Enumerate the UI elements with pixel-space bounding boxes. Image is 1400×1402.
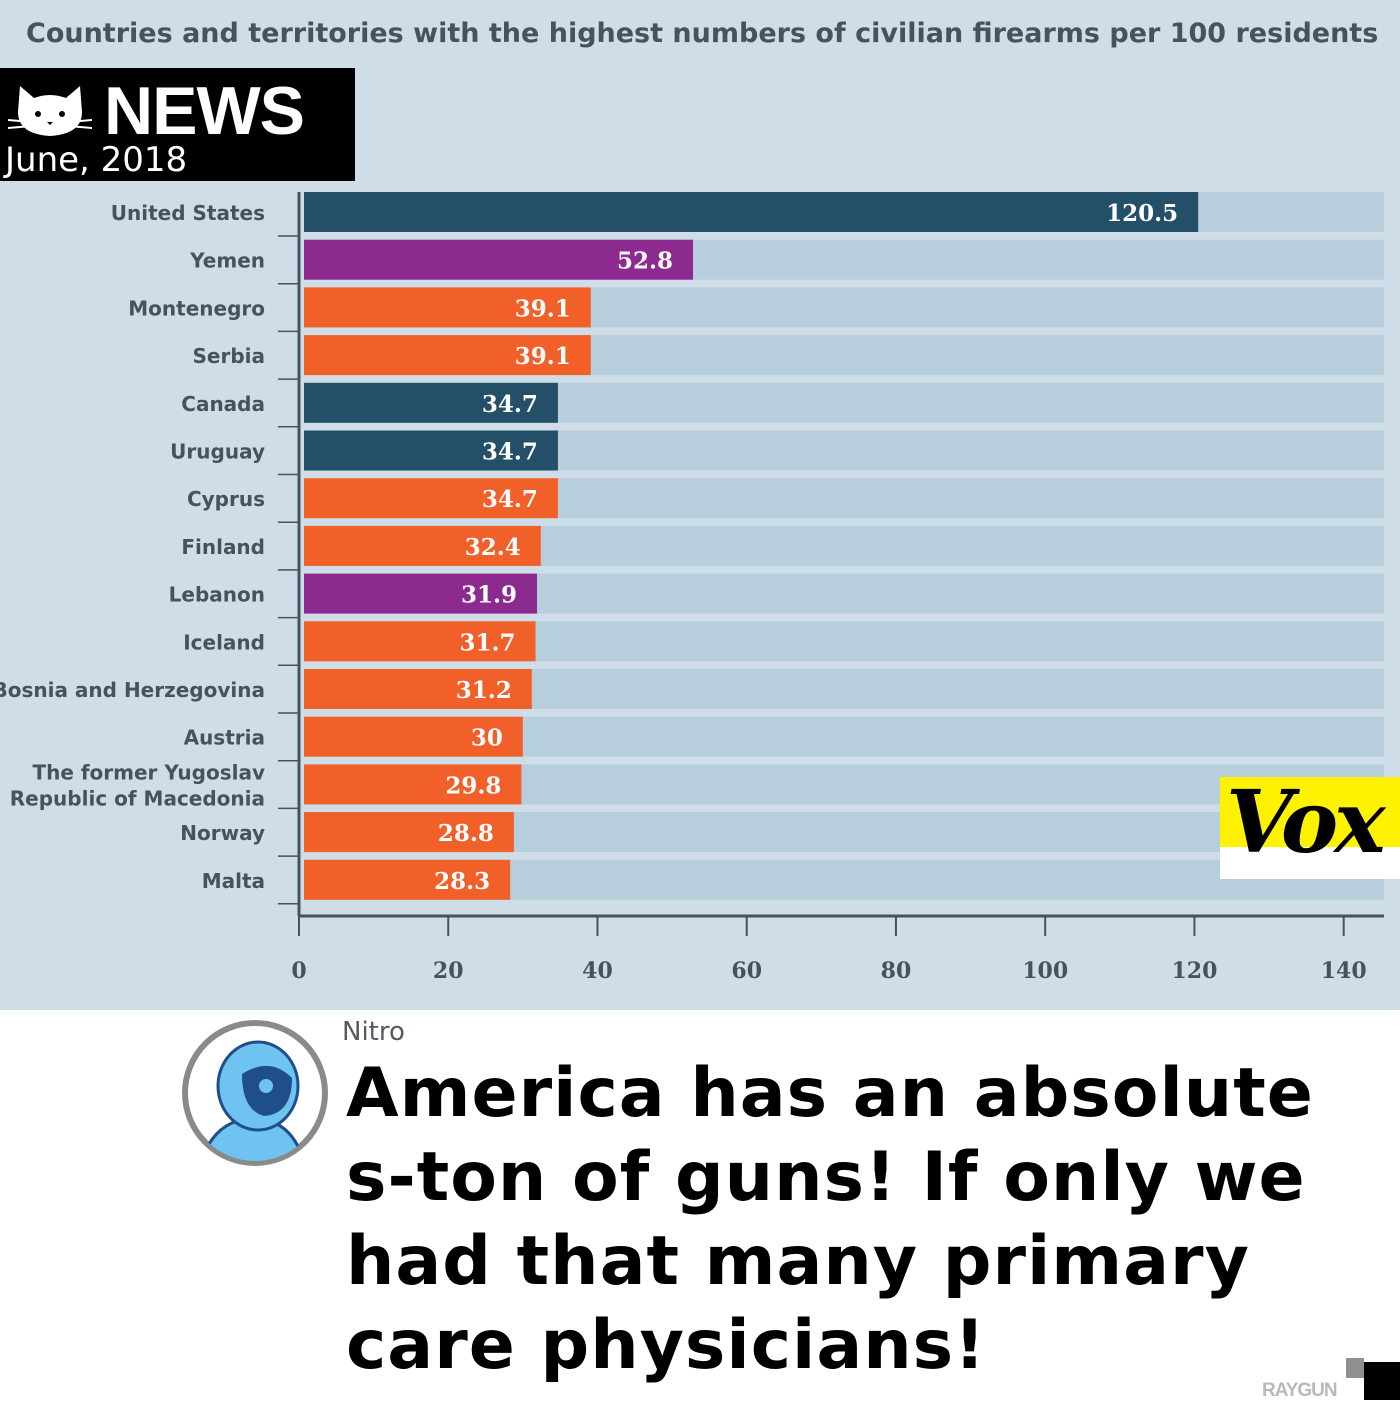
x-tick-label: 120 (1171, 958, 1217, 984)
category-label: Lebanon (169, 583, 265, 607)
bar (304, 478, 558, 519)
bar-value-label: 39.1 (515, 343, 571, 370)
bar-value-label: 120.5 (1106, 200, 1178, 227)
bar-value-label: 28.8 (438, 820, 494, 847)
bar-value-label: 30 (471, 725, 503, 752)
cat-icon (8, 86, 92, 136)
bar-value-label: 52.8 (617, 248, 673, 275)
news-badge: NEWS June, 2018 (0, 68, 355, 181)
bar (304, 382, 558, 423)
bar (304, 859, 511, 900)
x-tick-label: 0 (291, 958, 306, 984)
bar-value-label: 34.7 (482, 439, 538, 466)
bar (304, 239, 693, 280)
x-tick-label: 140 (1321, 958, 1367, 984)
category-label: Malta (202, 869, 265, 893)
bar (304, 764, 522, 805)
x-tick-label: 20 (433, 958, 464, 984)
x-tick-label: 40 (582, 958, 613, 984)
category-label: Austria (184, 726, 265, 750)
x-tick-label: 60 (731, 958, 762, 984)
bar-value-label: 31.9 (461, 582, 517, 609)
bar (304, 192, 1199, 232)
bar-value-label: 29.8 (445, 772, 501, 799)
bar-value-label: 39.1 (515, 295, 571, 322)
post-headline: America has an absolute s-ton of guns! I… (346, 1054, 1314, 1385)
corner-mark-icon (1346, 1358, 1400, 1400)
category-label: Cyprus (187, 487, 265, 511)
x-tick-label: 80 (881, 958, 912, 984)
vox-logo: Vox (1220, 777, 1400, 879)
category-label: United States (111, 201, 265, 225)
category-label: The former Yugoslav (32, 760, 265, 784)
bar (304, 430, 558, 471)
category-label: Uruguay (170, 440, 265, 464)
vox-logo-text: Vox (1226, 777, 1385, 873)
bar (304, 621, 536, 662)
bar (304, 812, 514, 853)
category-label: Finland (181, 535, 265, 559)
category-label: Canada (181, 392, 265, 416)
astronaut-avatar-icon[interactable] (180, 1018, 330, 1168)
news-label: NEWS (104, 73, 305, 149)
bar (304, 573, 538, 614)
category-label: Serbia (193, 344, 266, 368)
bar-chart: 120.5 United States 52.8 Yemen 39.1 Montenegr… (0, 192, 1384, 984)
bar (304, 669, 532, 709)
news-date: June, 2018 (5, 140, 188, 180)
raygun-watermark: RAYGUN (1262, 1380, 1338, 1401)
author-name[interactable]: Nitro (342, 1017, 405, 1047)
bar-value-label: 32.4 (465, 534, 521, 561)
bar (304, 335, 591, 376)
category-label: Yemen (189, 249, 265, 273)
bar (304, 525, 541, 566)
chart-title: Countries and territories with the highe… (26, 18, 1379, 49)
category-label: Bosnia and Herzegovina (0, 678, 265, 702)
category-label: Republic of Macedonia (10, 786, 265, 810)
bar (304, 716, 523, 757)
bar-value-label: 34.7 (482, 391, 538, 418)
bar-value-label: 31.2 (456, 677, 512, 704)
bar (304, 287, 591, 328)
bar-value-label: 31.7 (460, 629, 516, 656)
category-label: Iceland (183, 630, 265, 654)
x-tick-label: 100 (1022, 958, 1068, 984)
bar-value-label: 34.7 (482, 486, 538, 513)
category-label: Montenegro (128, 296, 265, 320)
bar-value-label: 28.3 (434, 868, 490, 895)
category-label: Norway (180, 821, 265, 845)
